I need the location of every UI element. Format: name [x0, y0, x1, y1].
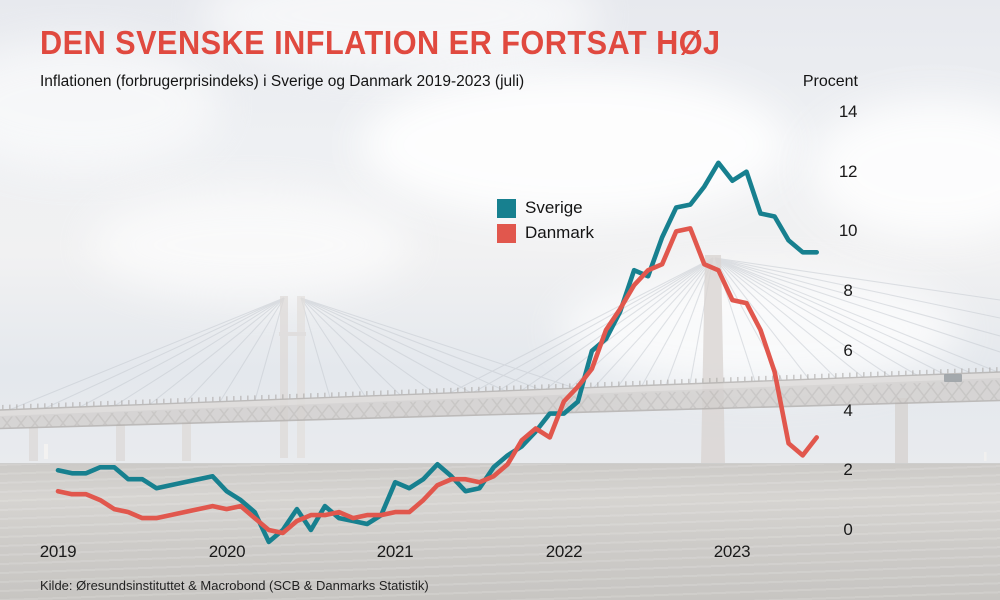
x-tick-label: 2021: [376, 542, 414, 561]
y-tick-label: 10: [838, 221, 858, 240]
bridge-pylon-west-pair: [279, 296, 306, 458]
x-tick-label: 2022: [545, 542, 583, 561]
chart-subtitle: Inflationen (forbrugerprisindeks) i Sver…: [40, 73, 525, 90]
chart-legend: Sverige Danmark: [497, 198, 594, 243]
cloud: [90, 190, 410, 300]
bridge-truck: [944, 374, 962, 382]
y-tick-label: 12: [838, 162, 858, 181]
legend-label: Sverige: [525, 198, 583, 217]
cloud: [360, 70, 790, 220]
x-tick-label: 2020: [208, 542, 246, 561]
x-tick-label: 2023: [713, 542, 751, 561]
y-tick-label: 0: [843, 520, 853, 539]
y-tick-label: 14: [838, 102, 858, 121]
line-danmark: [55, 226, 820, 536]
y-tick-label: 8: [843, 281, 853, 300]
x-tick-label: 2019: [39, 542, 77, 561]
y-tick-label: 4: [843, 401, 853, 420]
legend-label: Danmark: [525, 223, 594, 242]
bridge-deck: [0, 367, 1000, 430]
y-axis-unit-label: Procent: [802, 73, 858, 90]
legend-item-danmark: Danmark: [497, 223, 594, 243]
distant-sail: [44, 444, 48, 459]
page-title: DEN SVENSKE INFLATION ER FORTSAT HØJ: [40, 24, 721, 61]
line-sverige: [55, 160, 820, 545]
legend-item-sverige: Sverige: [497, 198, 594, 218]
danmark-color-swatch: [497, 223, 516, 243]
bridge-cables: [9, 257, 1000, 411]
bridge-pylon-main: [701, 255, 908, 463]
distant-sail: [984, 452, 987, 461]
y-tick-label: 2: [843, 460, 853, 479]
cloud: [810, 100, 1000, 240]
y-tick-label: 6: [843, 341, 853, 360]
source-credit: Kilde: Øresundsinstituttet & Macrobond (…: [40, 578, 429, 593]
cloud: [0, 40, 220, 170]
bridge-piers: [29, 422, 191, 461]
sverige-color-swatch: [497, 198, 516, 218]
